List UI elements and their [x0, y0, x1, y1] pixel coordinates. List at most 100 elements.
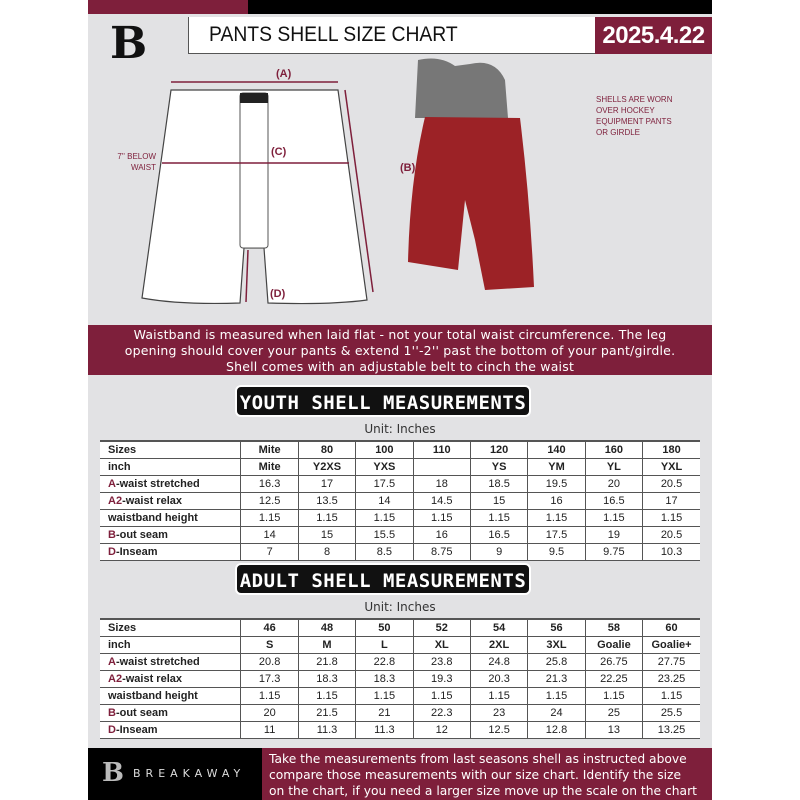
- table-cell: 8.5: [355, 543, 414, 561]
- table-cell: 12: [412, 721, 471, 739]
- row-label: B-out seam: [100, 704, 241, 722]
- girdle-image: [415, 58, 508, 118]
- table-cell: YS: [469, 458, 528, 476]
- page-title: PANTS SHELL SIZE CHART: [209, 23, 458, 46]
- table-row: waistband height 1.15 1.15 1.15 1.15 1.15 1.15…: [100, 509, 700, 527]
- table-cell: 1.15: [642, 509, 700, 527]
- table-row: A2-waist relax 12.5 13.5 14 14.5 15 16 16.5 17: [100, 492, 700, 510]
- row-label: waistband height: [100, 509, 241, 527]
- row-label: A-waist stretched: [100, 653, 241, 671]
- measure-name: inch: [108, 460, 131, 473]
- table-cell: 8.75: [412, 543, 471, 561]
- footer-brand-panel: [88, 748, 262, 800]
- table-cell: 8: [297, 543, 356, 561]
- size-chart-page: B PANTS SHELL SIZE CHART 2025.4.22 (A) (…: [88, 0, 712, 800]
- measure-name: -out seam: [115, 706, 168, 719]
- table-cell: 19.5: [527, 475, 586, 493]
- table-cell: 16: [527, 492, 586, 510]
- table-cell: 21.5: [297, 704, 356, 722]
- table-row: B-out seam 14 15 15.5 16 16.5 17.5 19 20.5: [100, 526, 700, 544]
- label-c: (C): [271, 146, 287, 158]
- measure-letter: A: [108, 655, 116, 668]
- youth-size-table: Sizes Mite 80 100 110 120 140 160 180 inch Mite Y2X…: [100, 440, 700, 561]
- table-cell: 20: [240, 704, 299, 722]
- table-cell: 3XL: [527, 636, 586, 654]
- table-cell: 15.5: [355, 526, 414, 544]
- measure-letter: B: [108, 706, 116, 719]
- info-line: Shell comes with an adjustable belt to c…: [225, 359, 575, 374]
- table-cell: 180: [642, 441, 700, 459]
- buckle: [240, 93, 268, 103]
- row-label: A-waist stretched: [100, 475, 241, 493]
- measure-letter: B: [108, 528, 116, 541]
- youth-unit: Unit: Inches: [364, 422, 436, 436]
- table-cell: 54: [469, 619, 528, 637]
- footer-line: on the chart, if you need a larger size …: [269, 784, 697, 798]
- top-bar: [248, 0, 712, 14]
- table-cell: 1.15: [355, 687, 414, 705]
- table-row: inch Mite Y2XS YXS YS YM YL YXL: [100, 458, 700, 476]
- table-cell: 110: [412, 441, 471, 459]
- table-cell: 25: [584, 704, 643, 722]
- table-cell: 21.3: [527, 670, 586, 688]
- measure-b-line: [344, 89, 374, 293]
- table-cell: 13: [584, 721, 643, 739]
- footer-brand: BREAKAWAY: [133, 767, 246, 780]
- shell-note: SHELLS ARE WORN OVER HOCKEY EQUIPMENT PANT…: [596, 94, 672, 138]
- table-cell: 1.15: [297, 687, 356, 705]
- top-bar-accent: [88, 0, 248, 14]
- table-row: inch S M L XL 2XL 3XL Goalie Goalie+: [100, 636, 700, 654]
- table-cell: 15: [297, 526, 356, 544]
- measure-name: -waist stretched: [115, 655, 200, 668]
- table-cell: 14: [240, 526, 299, 544]
- table-cell: 50: [355, 619, 414, 637]
- table-cell: 56: [527, 619, 586, 637]
- table-cell: 20.5: [642, 526, 700, 544]
- below-waist-note: 7'' BELOW WAIST: [108, 151, 156, 173]
- table-cell: 15: [469, 492, 528, 510]
- table-cell: YM: [527, 458, 586, 476]
- table-cell: 17.5: [355, 475, 414, 493]
- note-line: OVER HOCKEY: [596, 106, 655, 115]
- measure-name: -waist relax: [122, 494, 182, 507]
- row-label: A2-waist relax: [100, 492, 241, 510]
- table-cell: 13.5: [297, 492, 356, 510]
- table-cell: 22.8: [355, 653, 414, 671]
- shorts-diagram: [141, 58, 534, 305]
- table-cell: L: [355, 636, 414, 654]
- table-cell: 1.15: [240, 687, 299, 705]
- youth-heading: YOUTH SHELL MEASUREMENTS: [235, 385, 531, 417]
- table-cell: 21: [355, 704, 414, 722]
- note-line: SHELLS ARE WORN: [596, 95, 673, 104]
- table-cell: 14.5: [412, 492, 471, 510]
- measure-name: waistband height: [108, 689, 198, 702]
- row-label: A2-waist relax: [100, 670, 241, 688]
- table-cell: 11: [240, 721, 299, 739]
- table-cell: 7: [240, 543, 299, 561]
- measure-name: Sizes: [108, 621, 137, 634]
- table-cell: 16: [412, 526, 471, 544]
- table-cell: 21.8: [297, 653, 356, 671]
- table-cell: 2XL: [469, 636, 528, 654]
- measure-letter: D: [108, 545, 116, 558]
- table-cell: 26.75: [584, 653, 643, 671]
- table-cell: 1.15: [527, 509, 586, 527]
- table-cell: 48: [297, 619, 356, 637]
- measure-name: Sizes: [108, 443, 137, 456]
- table-cell: 12.8: [527, 721, 586, 739]
- table-cell: 100: [355, 441, 414, 459]
- table-cell: 20.3: [469, 670, 528, 688]
- table-cell: 23.25: [642, 670, 700, 688]
- info-line: opening should cover your pants & extend…: [124, 343, 676, 358]
- table-cell: YXS: [355, 458, 414, 476]
- measure-letter: A2: [108, 672, 123, 685]
- table-cell: 16.5: [469, 526, 528, 544]
- table-cell: 11.3: [297, 721, 356, 739]
- measure-name: -Inseam: [115, 545, 158, 558]
- table-cell: 16.3: [240, 475, 299, 493]
- table-row: A2-waist relax 17.3 18.3 18.3 19.3 20.3 21.3 22…: [100, 670, 700, 688]
- table-cell: 14: [355, 492, 414, 510]
- adult-size-table: Sizes 46 48 50 52 54 56 58 60 inch S M L XL 2XL 3XL Goal…: [100, 618, 700, 739]
- measure-name: -waist relax: [122, 672, 182, 685]
- table-cell: 80: [297, 441, 356, 459]
